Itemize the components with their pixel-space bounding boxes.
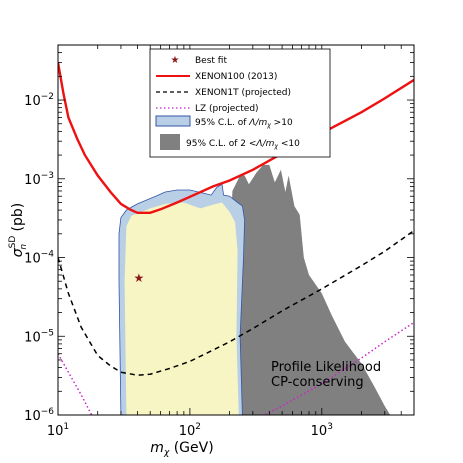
legend-xenon100-label: XENON100 (2013)	[195, 72, 277, 82]
best-fit-layer: ★	[133, 271, 144, 285]
x-tick-label: 101	[47, 422, 69, 439]
y-tick-label: 10−6	[24, 407, 54, 424]
plot-frame	[57, 44, 415, 416]
confidence-regions	[118, 164, 391, 415]
legend-cl-mid-prefix: 95% C.L. of	[186, 139, 240, 149]
x-tick-exponent: 3	[327, 422, 333, 432]
y-tick-label: 10−3	[24, 171, 54, 188]
legend-cl-high-suffix: >10	[271, 118, 293, 128]
legend-cl-high-label: 95% C.L. of Λ/mχ >10	[195, 118, 293, 129]
y-axis-label-main: σ	[10, 247, 26, 257]
legend-cl-high-swatch	[155, 115, 191, 127]
y-tick-exponent: −3	[41, 171, 54, 181]
legend-cl-mid-label: 95% C.L. of 2 <Λ/mχ <10	[186, 139, 300, 150]
y-tick-exponent: −5	[41, 328, 54, 338]
y-tick-base: 10	[24, 330, 41, 345]
x-axis-label-unit: (GeV)	[169, 440, 213, 456]
x-tick-exponent: 1	[63, 422, 69, 432]
annotation-line-1: Profile Likelihood	[271, 360, 381, 375]
legend-xenon1t-label: XENON1T (projected)	[195, 88, 291, 98]
y-tick-label: 10−2	[24, 92, 54, 109]
y-axis-label-sup: SD	[8, 236, 18, 249]
y-tick-label: 10−5	[24, 328, 54, 345]
legend-cl-mid-math: Λ/m	[255, 139, 274, 149]
legend-cl-mid-swatch	[160, 134, 180, 150]
y-axis-label-unit: (pb)	[10, 203, 26, 236]
legend-cl-mid-pre-math: 2 <	[240, 139, 256, 149]
best-fit-marker: ★	[133, 271, 144, 285]
legend: ★ Best fit XENON100 (2013) XENON1T (proj…	[149, 48, 331, 158]
series-xenon1t-projected	[58, 229, 414, 376]
x-tick-base: 10	[47, 424, 64, 439]
region-95-c-l-of-2-m-10	[229, 164, 391, 415]
y-tick-base: 10	[24, 252, 41, 267]
x-tick-base: 10	[179, 424, 196, 439]
y-tick-exponent: −2	[41, 92, 54, 102]
x-axis-label: mχ (GeV)	[150, 440, 213, 458]
x-tick-exponent: 2	[195, 422, 201, 432]
legend-lz-label: LZ (projected)	[195, 104, 259, 114]
x-tick-label: 103	[311, 422, 333, 439]
y-tick-base: 10	[24, 94, 41, 109]
legend-cl-high-prefix: 95% C.L. of	[195, 118, 249, 128]
y-tick-base: 10	[24, 173, 41, 188]
legend-best-fit-label: Best fit	[195, 56, 227, 66]
legend-cl-high-math: Λ/m	[248, 118, 267, 128]
x-tick-base: 10	[311, 424, 328, 439]
legend-cl-high-math-sub: χ	[266, 122, 271, 129]
legend-cl-mid-suffix: <10	[278, 139, 300, 149]
x-tick-label: 102	[179, 422, 201, 439]
annotation-line-2: CP-conserving	[271, 375, 364, 390]
y-tick-label: 10−4	[24, 250, 54, 267]
legend-cl-mid-math-sub: χ	[273, 143, 278, 150]
legend-best-fit-marker: ★	[171, 55, 180, 66]
y-axis-label: σSDn (pb)	[8, 203, 29, 257]
y-tick-exponent: −4	[41, 250, 55, 260]
y-axis-label-sub: n	[19, 244, 29, 250]
region-inner-2	[124, 202, 239, 415]
y-tick-base: 10	[24, 409, 41, 424]
x-axis-label-sub: χ	[163, 448, 170, 458]
x-axis-label-main: m	[150, 440, 164, 456]
y-tick-exponent: −6	[41, 407, 55, 417]
